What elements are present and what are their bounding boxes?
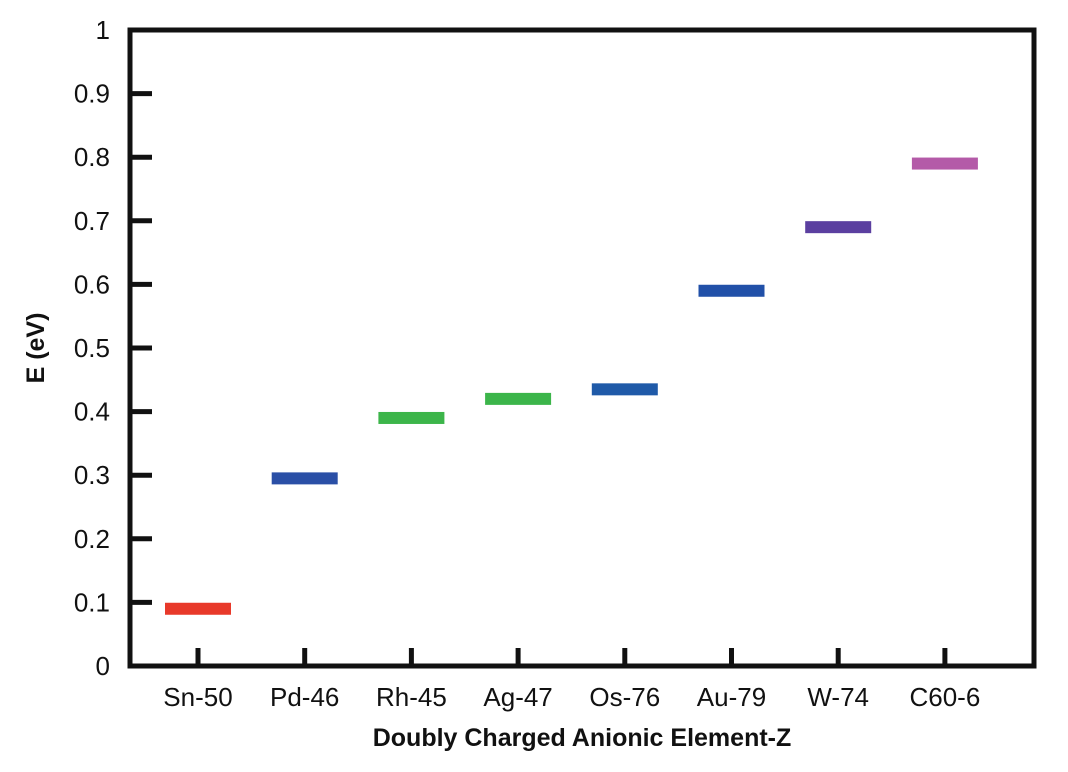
x-tick-label: C60-6 — [909, 682, 980, 712]
x-tick-label: Rh-45 — [376, 682, 447, 712]
y-tick-label: 0.6 — [74, 269, 110, 299]
energy-level-mark — [911, 157, 978, 170]
x-axis: Sn-50 Pd-46 Rh-45 Ag-47 Os-76 Au-79 W-74 C60-6 — [163, 648, 980, 712]
y-tick-label: 0.7 — [74, 206, 110, 236]
energy-level-mark — [485, 392, 552, 405]
x-tick-label: Ag-47 — [483, 682, 552, 712]
x-axis-title: Doubly Charged Anionic Element-Z — [373, 724, 792, 752]
energy-level-mark — [271, 472, 338, 485]
energy-level-mark — [698, 284, 765, 297]
y-tick-label: 0.9 — [74, 79, 110, 109]
y-tick-label: 0.3 — [74, 460, 110, 490]
y-tick-label: 0.4 — [74, 397, 110, 427]
x-tick-label: Pd-46 — [270, 682, 339, 712]
energy-level-mark — [805, 221, 872, 234]
x-tick-label: Au-79 — [697, 682, 766, 712]
plot-frame — [127, 27, 1037, 669]
energy-level-mark — [591, 383, 658, 396]
y-tick-label: 0.2 — [74, 524, 110, 554]
x-tick-label: Os-76 — [589, 682, 660, 712]
x-tick-label: Sn-50 — [163, 682, 232, 712]
x-tick-label: W-74 — [807, 682, 869, 712]
y-tick-label: 0.5 — [74, 333, 110, 363]
energy-level-mark — [378, 411, 445, 424]
y-tick-label: 0.8 — [74, 142, 110, 172]
y-tick-label: 0.1 — [74, 587, 110, 617]
y-tick-label: 1 — [96, 15, 110, 45]
energy-level-mark — [165, 602, 231, 615]
y-axis: 0 0.1 0.2 0.3 0.4 0.5 0.6 0.7 0.8 0.9 1 — [74, 15, 152, 681]
data-marks — [165, 157, 978, 615]
y-axis-title: E (eV) — [22, 313, 50, 384]
y-tick-label: 0 — [96, 651, 110, 681]
